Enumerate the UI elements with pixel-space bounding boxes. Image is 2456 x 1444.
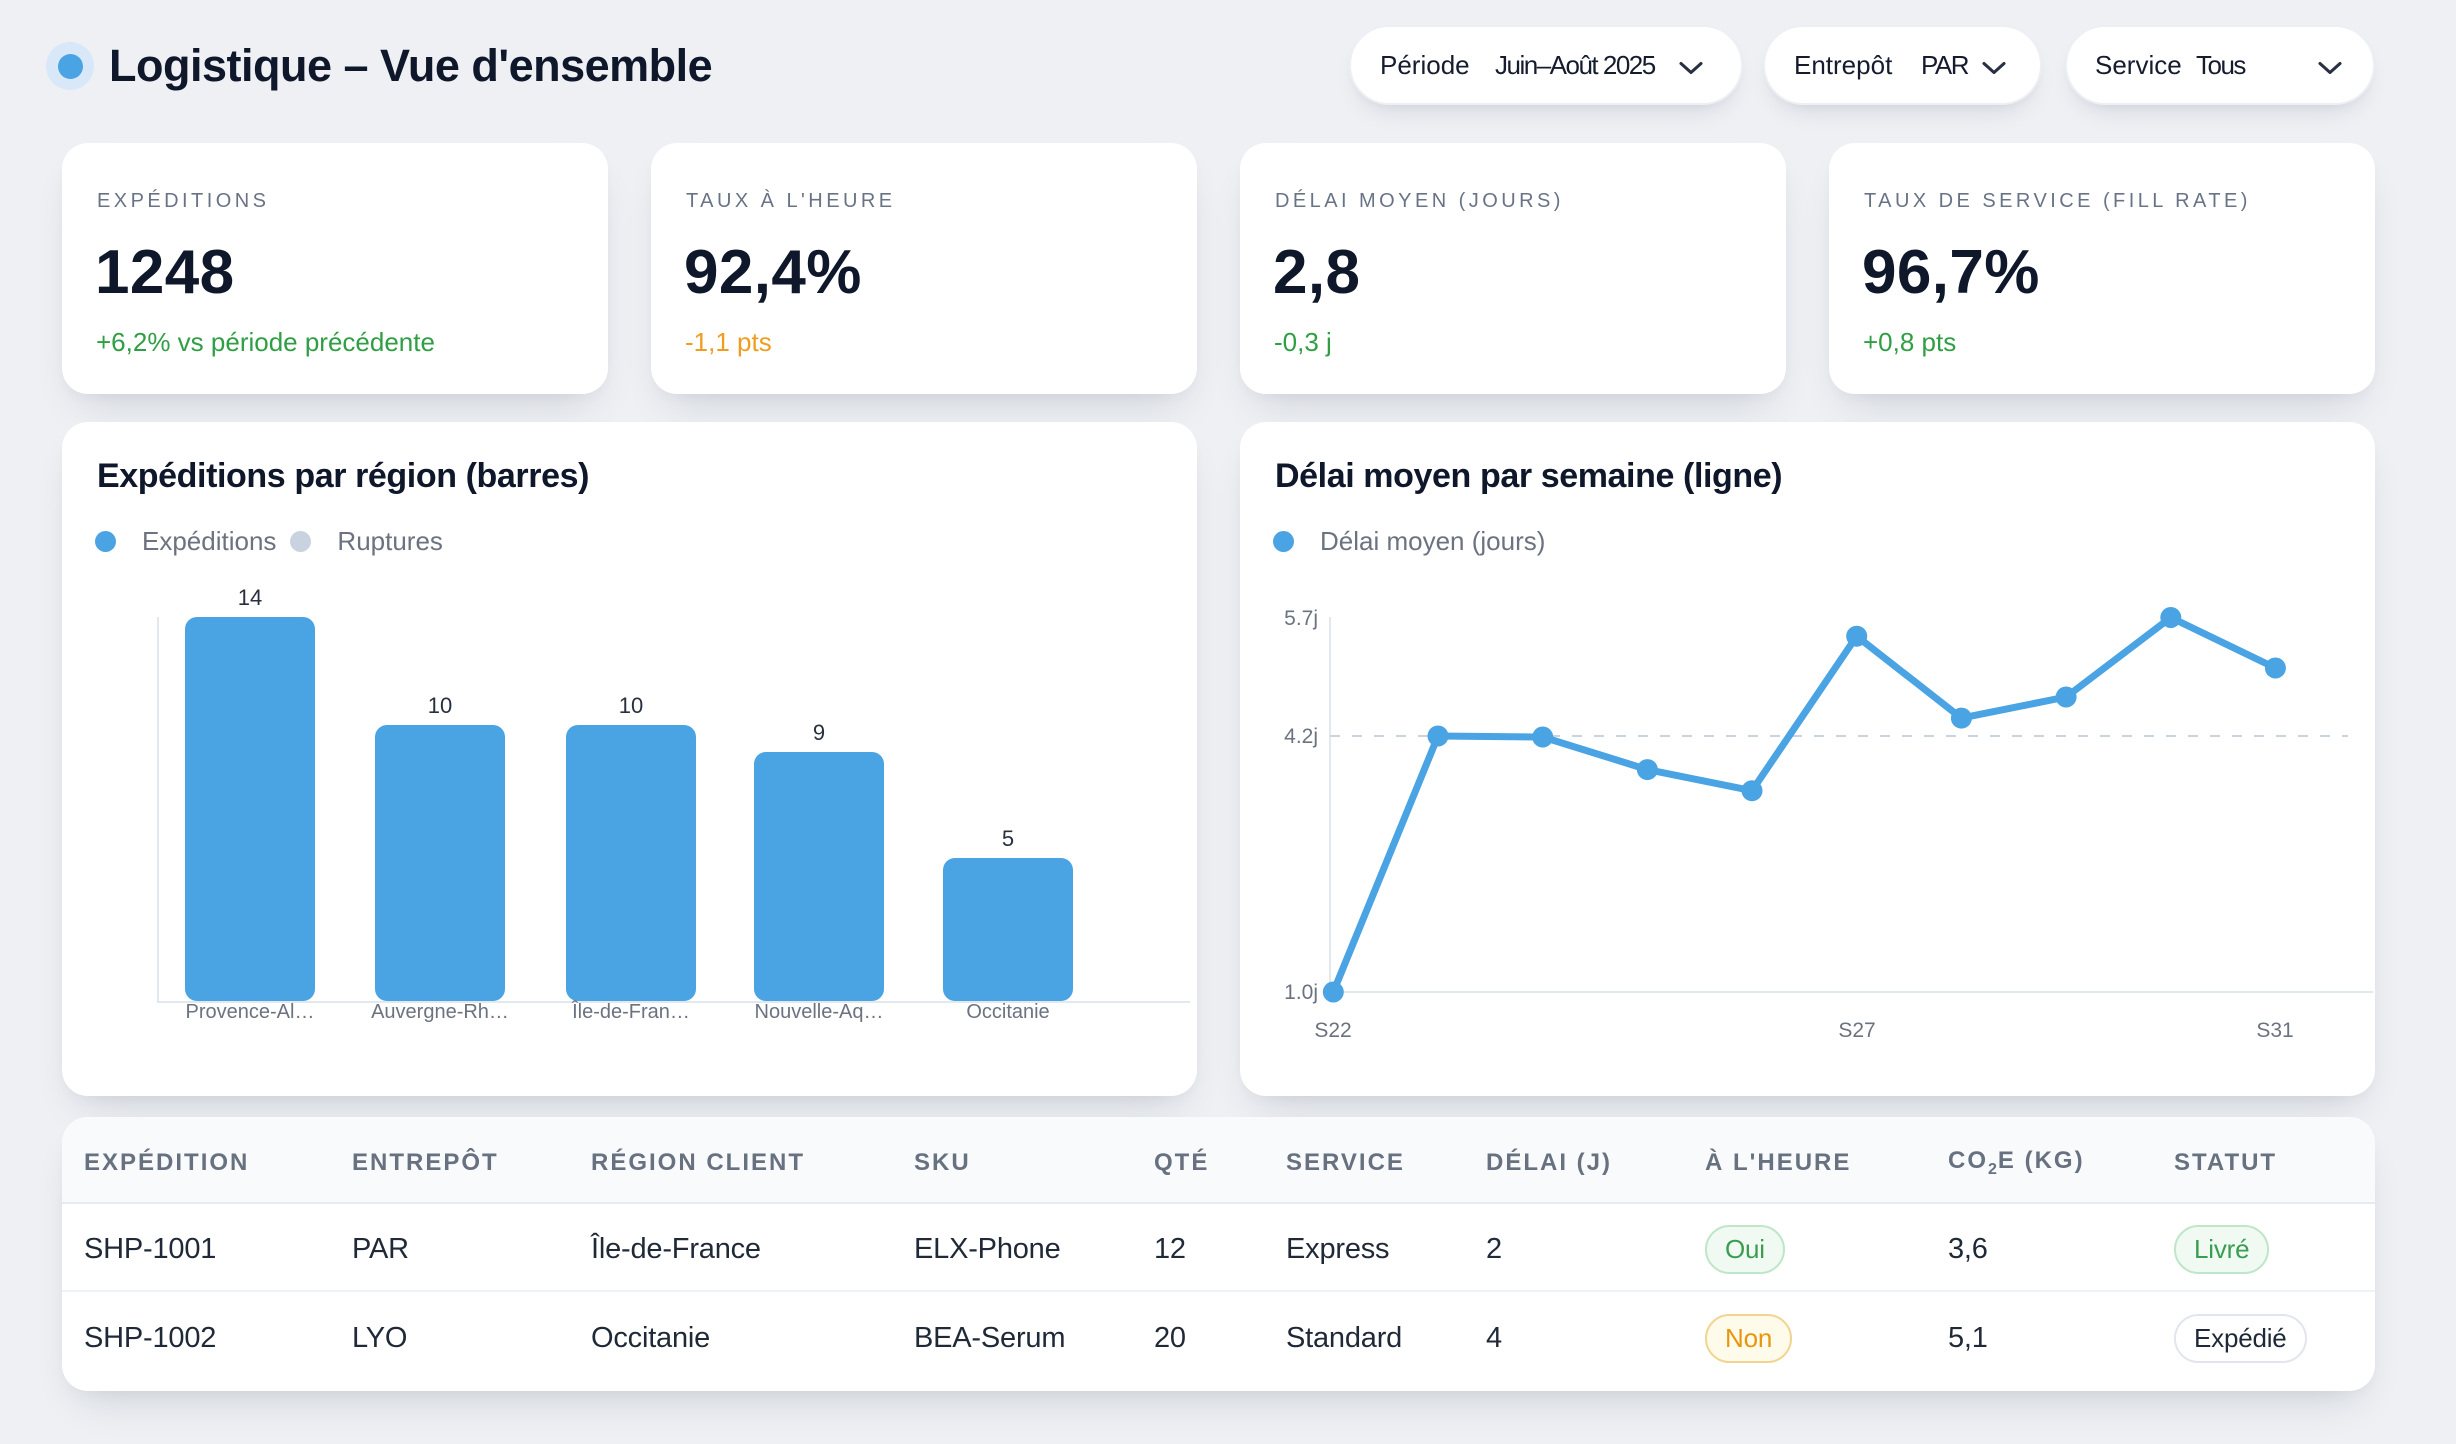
svg-text:5.7j: 5.7j bbox=[1284, 607, 1318, 630]
svg-text:1.0j: 1.0j bbox=[1284, 981, 1318, 1004]
svg-text:S31: S31 bbox=[2256, 1019, 2293, 1042]
svg-text:4.2j: 4.2j bbox=[1284, 725, 1318, 748]
svg-text:S22: S22 bbox=[1314, 1019, 1351, 1042]
svg-text:S27: S27 bbox=[1838, 1019, 1875, 1042]
